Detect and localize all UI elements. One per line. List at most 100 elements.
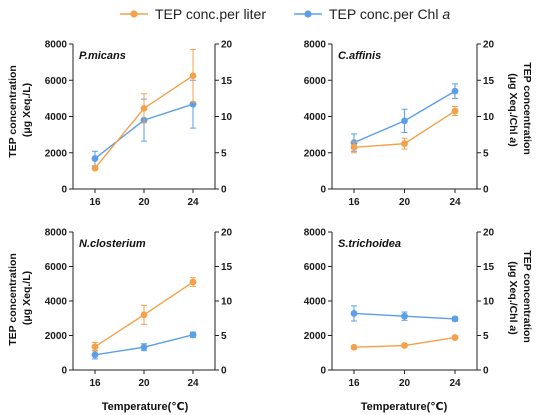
left-tick-label: 4000 (45, 112, 68, 123)
x-tick-label: 24 (449, 197, 461, 208)
data-point (91, 155, 99, 162)
data-point (451, 107, 459, 115)
right-ylabel-top-line2: (μg Xeq./Chl a) (507, 73, 519, 147)
left-tick-label: 6000 (304, 76, 327, 87)
left-ylabel-top-line2: (μg Xeq./L) (21, 83, 33, 137)
right-tick-label: 20 (221, 40, 233, 51)
x-tick-label: 20 (399, 197, 411, 208)
right-tick-label: 0 (221, 366, 227, 377)
left-tick-label: 2000 (45, 148, 68, 159)
right-ylabel-bottom-line2-prefix: (μg Xeq./Chl (507, 261, 519, 325)
x-tick-label: 16 (89, 378, 101, 389)
x-tick-label: 20 (138, 197, 150, 208)
data-point (189, 278, 197, 286)
legend: TEP conc.per liter TEP conc.per Chl a (120, 6, 450, 22)
xlabel-left: Temperature(℃) (102, 401, 189, 413)
x-tick-label: 16 (348, 197, 360, 208)
data-point (401, 140, 408, 148)
panel-top-left: 0 2000 4000 6000 8000 0 5 10 15 20 16 20 24 P.micans (45, 40, 233, 209)
panel-bottom-right: 0 2000 4000 6000 8000 0 5 10 15 20 16 20 24 S.trichoi… (304, 228, 495, 390)
right-tick-label: 0 (221, 185, 227, 196)
right-tick-label: 5 (221, 331, 227, 342)
legend-item-per-chl: TEP conc.per Chl a (294, 6, 450, 22)
data-point (451, 315, 459, 323)
x-tick-label: 16 (89, 197, 101, 208)
right-tick-label: 20 (483, 40, 495, 51)
series-per-liter (350, 334, 459, 351)
legend-item-per-liter: TEP conc.per liter (120, 6, 266, 22)
right-ylabel-bottom-line1: TEP concentration (521, 250, 533, 343)
legend-label-per-chl: TEP conc.per Chl a (329, 6, 450, 22)
legend-marker-per-liter (130, 10, 138, 18)
right-tick-label: 10 (221, 112, 233, 123)
panel-title: S.trichoidea (338, 238, 401, 250)
right-ylabel-top-line2-suffix: ) (507, 143, 519, 147)
data-point (140, 343, 148, 351)
data-point (451, 334, 459, 341)
left-tick-label: 0 (320, 185, 326, 196)
series-per-liter (91, 48, 197, 172)
left-tick-label: 2000 (304, 148, 327, 159)
left-tick-label: 6000 (45, 76, 68, 87)
right-ylabel-bottom-line2: (μg Xeq./Chl a) (507, 261, 519, 335)
right-tick-label: 10 (221, 297, 233, 308)
legend-marker-per-chl (304, 10, 312, 18)
data-point (350, 310, 358, 317)
left-tick-label: 4000 (304, 112, 327, 123)
left-tick-label: 2000 (304, 331, 327, 342)
series-per-liter (91, 277, 197, 352)
right-tick-label: 5 (483, 148, 489, 159)
data-point (401, 117, 408, 125)
data-point (350, 343, 358, 351)
data-point (401, 312, 408, 320)
data-point (91, 351, 99, 359)
left-ylabel-top-line1: TEP concentration (7, 65, 19, 158)
panel-title: P.micans (79, 50, 126, 62)
panel-top-right: 0 2000 4000 6000 8000 0 5 10 15 20 16 20 24 C.affinis (304, 40, 495, 209)
panel-title: C.affinis (338, 50, 381, 62)
data-point (350, 143, 358, 151)
right-tick-label: 10 (483, 297, 495, 308)
series-per-chl (350, 305, 459, 323)
left-tick-label: 8000 (304, 40, 327, 51)
left-tick-label: 2000 (45, 331, 68, 342)
panel-bottom-left: 0 2000 4000 6000 8000 0 5 10 15 20 16 20 24 N.closter… (45, 228, 233, 390)
xlabel-right: Temperature(℃) (361, 401, 448, 413)
left-tick-label: 4000 (45, 297, 68, 308)
x-tick-label: 24 (449, 378, 461, 389)
right-tick-label: 15 (221, 262, 233, 273)
right-tick-label: 0 (483, 366, 489, 377)
left-tick-label: 8000 (45, 40, 68, 51)
left-ylabel-top: TEP concentration (μg Xeq./L) (7, 62, 33, 158)
left-ylabel-bottom-line2: (μg Xeq./L) (21, 271, 33, 325)
left-tick-label: 0 (61, 366, 67, 377)
right-ylabel-top-line1: TEP concentration (521, 62, 533, 155)
series-per-chl (91, 331, 197, 360)
data-point (91, 164, 99, 172)
legend-label-per-liter: TEP conc.per liter (155, 6, 266, 22)
left-tick-label: 8000 (304, 228, 327, 239)
right-tick-label: 5 (221, 148, 227, 159)
right-ylabel-bottom: TEP concentration (μg Xeq./Chl a) (507, 250, 533, 346)
data-point (189, 331, 197, 339)
right-tick-label: 15 (221, 76, 233, 87)
right-tick-label: 0 (483, 185, 489, 196)
series-per-liter (350, 106, 459, 154)
left-tick-label: 0 (320, 366, 326, 377)
data-point (140, 311, 148, 319)
panel-title: N.closterium (79, 238, 146, 250)
legend-label-per-chl-italic: a (442, 6, 450, 22)
x-tick-label: 20 (138, 378, 150, 389)
left-tick-label: 4000 (304, 297, 327, 308)
left-tick-label: 8000 (45, 228, 68, 239)
right-tick-label: 15 (483, 262, 495, 273)
data-point (451, 87, 459, 95)
left-tick-label: 0 (61, 185, 67, 196)
left-ylabel-bottom-line1: TEP concentration (7, 253, 19, 346)
right-tick-label: 10 (483, 112, 495, 123)
left-tick-label: 6000 (304, 262, 327, 273)
legend-label-per-chl-text: TEP conc.per Chl (329, 6, 442, 22)
right-tick-label: 20 (483, 228, 495, 239)
x-tick-label: 16 (348, 378, 360, 389)
